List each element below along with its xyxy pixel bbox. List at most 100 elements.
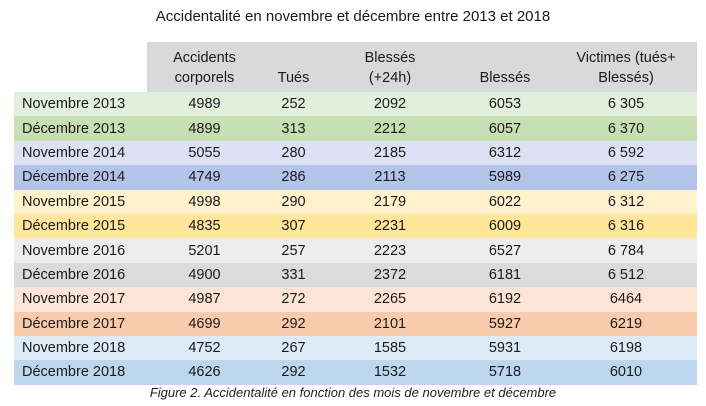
- cell-victimes: 6 784: [607, 242, 645, 259]
- cell-blesses: 5927: [488, 315, 522, 332]
- table-row: Décembre 2014 4749 286 2113 5989 6 275: [14, 165, 697, 190]
- cell-blesses: 5931: [488, 340, 522, 357]
- table-row: Décembre 2017 4699 292 2101 5927 6219: [14, 311, 697, 336]
- header-accidents: Accidents corporels: [147, 42, 262, 92]
- cell-accidents: 5201: [188, 242, 221, 259]
- cell-victimes: 6 312: [607, 193, 645, 210]
- cell-accidents: 4626: [188, 364, 221, 381]
- header-tues: Tués: [277, 70, 310, 86]
- cell-blesses24: 1585: [373, 340, 407, 357]
- cell-accidents: 5055: [188, 144, 221, 161]
- figure-caption: Figure 2. Accidentalité en fonction des …: [149, 385, 557, 400]
- header-accidents-line2: corporels: [174, 70, 235, 86]
- cell-victimes: 6010: [609, 364, 643, 381]
- accident-table: Accidents corporels Tués Blessés (+24h) …: [14, 42, 697, 385]
- header-blesses24: Blessés (+24h): [325, 42, 455, 92]
- cell-victimes: 6 275: [607, 169, 645, 186]
- table-row: Novembre 2013 4989 252 2092 6053 6 305: [14, 92, 697, 117]
- cell-victimes: 6219: [609, 315, 643, 332]
- cell-blesses: 6057: [488, 120, 522, 137]
- row-label: Novembre 2014: [22, 144, 126, 161]
- row-label: Novembre 2015: [22, 193, 126, 210]
- cell-tues: 272: [281, 291, 306, 308]
- cell-accidents: 4749: [188, 169, 221, 186]
- row-label: Décembre 2016: [22, 266, 126, 283]
- cell-tues: 257: [281, 242, 306, 259]
- header-victimes: Victimes (tués+ Blessés): [555, 42, 697, 92]
- table-row: Décembre 2016 4900 331 2372 6181 6 512: [14, 262, 697, 288]
- header-blesses: Blessés: [479, 70, 531, 86]
- header-victimes-line1: Victimes (tués+: [576, 50, 676, 66]
- cell-accidents: 4987: [188, 291, 221, 308]
- cell-victimes: 6464: [609, 291, 643, 308]
- cell-blesses24: 2185: [373, 144, 407, 161]
- cell-tues: 331: [281, 266, 306, 283]
- cell-blesses24: 2113: [374, 169, 406, 186]
- row-label: Novembre 2018: [22, 340, 126, 357]
- cell-blesses24: 2092: [373, 96, 407, 113]
- row-label: Décembre 2018: [22, 364, 126, 381]
- cell-tues: 267: [281, 340, 306, 357]
- cell-blesses24: 2212: [373, 120, 407, 137]
- cell-tues: 286: [281, 169, 306, 186]
- header-blesses24-line1: Blessés: [364, 50, 416, 66]
- table-row: Novembre 2014 5055 280 2185 6312 6 592: [14, 140, 697, 166]
- cell-accidents: 4998: [188, 193, 221, 210]
- cell-blesses: 6192: [488, 291, 522, 308]
- table-row: Novembre 2015 4998 290 2179 6022 6 312: [14, 189, 697, 214]
- cell-tues: 292: [281, 364, 306, 381]
- cell-blesses24: 2223: [373, 242, 407, 259]
- cell-tues: 313: [281, 120, 306, 137]
- table-row: Novembre 2018 4752 267 1585 5931 6198: [14, 335, 697, 361]
- cell-tues: 252: [281, 96, 306, 113]
- cell-tues: 307: [281, 218, 306, 235]
- table-row: Novembre 2016 5201 257 2223 6527 6 784: [14, 238, 697, 263]
- row-label: Décembre 2014: [22, 169, 126, 186]
- cell-victimes: 6 370: [607, 120, 645, 137]
- cell-victimes: 6 316: [607, 218, 645, 235]
- row-label: Novembre 2016: [22, 242, 126, 259]
- table-body: Novembre 2013 4989 252 2092 6053 6 305 Décembr…: [14, 92, 697, 385]
- cell-blesses: 5989: [488, 169, 522, 186]
- row-label: Novembre 2017: [22, 291, 126, 308]
- cell-blesses: 6527: [488, 242, 522, 259]
- cell-tues: 292: [281, 315, 306, 332]
- cell-blesses24: 2179: [373, 193, 407, 210]
- cell-tues: 290: [281, 193, 306, 210]
- header-accidents-line1: Accidents: [173, 50, 236, 66]
- table-header: Accidents corporels Tués Blessés (+24h) …: [14, 42, 697, 92]
- row-label: Décembre 2017: [22, 315, 126, 332]
- cell-blesses: 6022: [488, 193, 522, 210]
- cell-accidents: 4699: [188, 315, 221, 332]
- cell-victimes: 6 592: [607, 144, 645, 161]
- table-row: Décembre 2018 4626 292 1532 5718 6010: [14, 360, 697, 385]
- table-row: Décembre 2015 4835 307 2231 6009 6 316: [14, 213, 697, 239]
- row-label: Décembre 2015: [22, 218, 126, 235]
- cell-blesses: 6053: [488, 96, 522, 113]
- cell-blesses: 6009: [488, 218, 522, 235]
- cell-blesses: 6312: [488, 144, 522, 161]
- row-label: Décembre 2013: [22, 120, 126, 137]
- cell-accidents: 4899: [188, 120, 221, 137]
- row-label: Novembre 2013: [22, 96, 126, 113]
- cell-tues: 280: [281, 144, 306, 161]
- table-row: Décembre 2013 4899 313 2212 6057 6 370: [14, 116, 697, 141]
- cell-accidents: 4900: [188, 266, 221, 283]
- cell-blesses24: 2265: [373, 291, 407, 308]
- cell-blesses24: 2372: [373, 266, 407, 283]
- cell-blesses24: 2231: [373, 218, 407, 235]
- cell-victimes: 6 305: [607, 96, 645, 113]
- header-victimes-line2: Blessés): [598, 70, 654, 86]
- cell-accidents: 4752: [188, 340, 221, 357]
- cell-blesses24: 1532: [373, 364, 407, 381]
- cell-accidents: 4835: [188, 218, 221, 235]
- cell-accidents: 4989: [188, 96, 221, 113]
- cell-blesses: 6181: [488, 266, 522, 283]
- cell-blesses: 5718: [488, 364, 522, 381]
- header-blesses24-line2: (+24h): [368, 70, 412, 86]
- cell-blesses24: 2101: [373, 315, 407, 332]
- table-row: Novembre 2017 4987 272 2265 6192 6464: [14, 287, 697, 312]
- cell-victimes: 6 512: [607, 266, 645, 283]
- table-title: Accidentalité en novembre et décembre en…: [155, 8, 551, 25]
- cell-victimes: 6198: [609, 340, 643, 357]
